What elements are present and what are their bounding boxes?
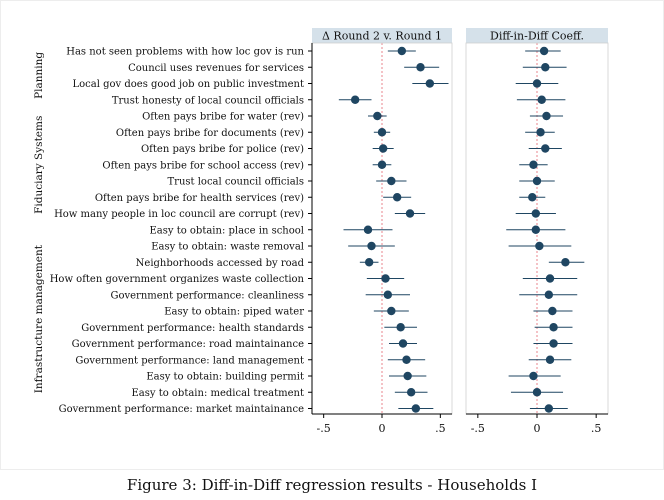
point-estimate-0-2 bbox=[425, 79, 435, 88]
point-estimate-1-16 bbox=[548, 306, 557, 316]
point-estimate-0-6 bbox=[378, 144, 388, 153]
row-label-2: Local gov does good job on public invest… bbox=[73, 79, 305, 90]
row-label-9: Often pays bribe for health services (re… bbox=[95, 193, 304, 204]
point-estimate-1-5 bbox=[536, 128, 545, 137]
row-label-16: Easy to obtain: piped water bbox=[164, 307, 304, 318]
point-estimate-1-22 bbox=[544, 404, 554, 413]
row-label-1: Council uses revenues for services bbox=[128, 63, 304, 74]
point-estimate-1-3 bbox=[537, 95, 546, 104]
point-estimate-0-5 bbox=[377, 128, 387, 137]
row-label-21: Easy to obtain: medical treatment bbox=[131, 388, 304, 399]
point-estimate-0-12 bbox=[367, 241, 376, 251]
point-estimate-0-18 bbox=[398, 339, 408, 348]
point-estimate-1-14 bbox=[545, 274, 555, 283]
point-estimate-0-22 bbox=[411, 404, 421, 413]
point-estimate-0-15 bbox=[383, 290, 393, 299]
point-estimate-0-20 bbox=[403, 371, 412, 381]
row-label-22: Government performance: market maintaina… bbox=[59, 404, 304, 415]
row-label-6: Often pays bribe for police (rev) bbox=[141, 144, 304, 155]
point-estimate-1-1 bbox=[541, 63, 550, 72]
row-label-15: Government performance: cleanliness bbox=[110, 290, 304, 301]
row-label-10: How many people in loc council are corru… bbox=[54, 209, 304, 220]
point-estimate-0-0 bbox=[397, 46, 407, 56]
row-label-13: Neighborhoods accessed by road bbox=[136, 258, 305, 269]
x-tick-label-0-0: -.5 bbox=[317, 422, 331, 435]
point-estimate-0-3 bbox=[350, 95, 360, 104]
panel-header-1 bbox=[466, 28, 608, 43]
x-tick-label-0-2: .5 bbox=[435, 422, 446, 435]
row-label-12: Easy to obtain: waste removal bbox=[151, 242, 304, 253]
row-label-3: Trust honesty of local council officials bbox=[112, 95, 304, 106]
group-label-2: Infrastructure management bbox=[33, 244, 45, 393]
point-estimate-1-17 bbox=[549, 323, 558, 332]
point-estimate-0-16 bbox=[387, 306, 396, 316]
point-estimate-1-20 bbox=[529, 371, 538, 381]
row-label-0: Has not seen problems with how loc gov i… bbox=[66, 47, 304, 58]
row-label-20: Easy to obtain: building permit bbox=[146, 372, 304, 383]
point-estimate-0-19 bbox=[402, 355, 411, 364]
point-estimate-1-7 bbox=[529, 160, 538, 169]
coefficient-chart: Δ Round 2 v. Round 1 Diff-in-Diff Coeff. … bbox=[33, 28, 609, 435]
point-estimate-0-9 bbox=[392, 193, 402, 202]
x-tick-label-1-1: 0 bbox=[534, 422, 541, 435]
point-estimate-1-10 bbox=[531, 209, 541, 218]
row-label-19: Government performance: land management bbox=[75, 355, 304, 366]
point-estimate-1-8 bbox=[532, 176, 542, 186]
point-estimate-1-19 bbox=[545, 355, 555, 364]
point-estimate-1-2 bbox=[532, 79, 542, 88]
point-estimate-1-6 bbox=[541, 144, 550, 153]
group-label-1: Fiduciary Systems bbox=[33, 116, 45, 214]
point-estimate-0-14 bbox=[381, 274, 390, 283]
point-estimate-0-7 bbox=[377, 160, 387, 169]
figure-caption: Figure 3: Diff-in-Diff regression result… bbox=[126, 476, 538, 494]
x-tick-label-1-0: -.5 bbox=[471, 422, 485, 435]
point-estimate-1-0 bbox=[539, 46, 549, 56]
row-label-14: How often government organizes waste col… bbox=[50, 274, 305, 285]
point-estimate-0-13 bbox=[364, 258, 374, 267]
point-estimate-0-11 bbox=[363, 225, 373, 234]
point-estimate-0-10 bbox=[405, 209, 415, 218]
point-estimate-0-8 bbox=[387, 176, 396, 186]
row-label-11: Easy to obtain: place in school bbox=[149, 225, 304, 236]
row-label-8: Trust local council officials bbox=[168, 177, 304, 188]
row-label-5: Often pays bribe for documents (rev) bbox=[116, 128, 304, 139]
point-estimate-0-4 bbox=[373, 111, 382, 121]
point-estimate-0-21 bbox=[406, 388, 416, 397]
row-label-18: Government performance: road maintainanc… bbox=[72, 339, 304, 350]
panel-title-0: Δ Round 2 v. Round 1 bbox=[322, 30, 442, 43]
point-estimate-1-12 bbox=[535, 241, 544, 251]
x-tick-label-0-1: 0 bbox=[379, 422, 386, 435]
point-estimate-1-11 bbox=[531, 225, 541, 234]
point-estimate-0-17 bbox=[396, 323, 405, 332]
row-label-7: Often pays bribe for school access (rev) bbox=[102, 160, 304, 171]
point-estimate-1-15 bbox=[544, 290, 554, 299]
row-label-17: Government performance: health standards bbox=[81, 323, 304, 334]
panel-header-0 bbox=[312, 28, 452, 43]
point-estimate-1-9 bbox=[528, 193, 537, 202]
point-estimate-1-13 bbox=[561, 258, 570, 267]
group-label-0: Planning bbox=[33, 52, 45, 99]
point-estimate-0-1 bbox=[416, 63, 425, 72]
point-estimate-1-4 bbox=[542, 111, 551, 121]
panel-title-1: Diff-in-Diff Coeff. bbox=[490, 30, 584, 43]
row-label-4: Often pays bribe for water (rev) bbox=[142, 112, 304, 123]
point-estimate-1-18 bbox=[549, 339, 558, 348]
x-tick-label-1-2: .5 bbox=[591, 422, 602, 435]
point-estimate-1-21 bbox=[532, 388, 542, 397]
